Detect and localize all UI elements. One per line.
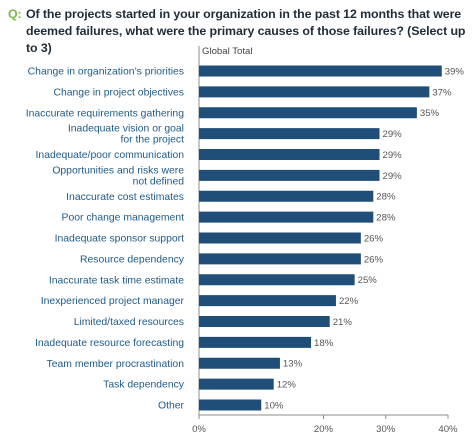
category-label: Inadequate/poor communication <box>36 150 185 161</box>
bar <box>199 169 380 181</box>
bar <box>199 295 336 307</box>
category-label: Task dependency <box>103 380 185 391</box>
bar <box>199 357 280 369</box>
value-label: 26% <box>364 233 384 244</box>
category-label: Inaccurate task time estimate <box>49 275 184 286</box>
x-tick-label: 0% <box>192 424 206 435</box>
bar <box>199 107 417 119</box>
category-label: Limited/taxed resources <box>74 317 184 328</box>
bar <box>199 316 330 327</box>
category-label: Inexperienced project manager <box>41 296 185 307</box>
category-label: Inadequate sponsor support <box>55 234 185 245</box>
category-label: Other <box>158 401 185 412</box>
bar <box>199 336 312 348</box>
value-label: 37% <box>432 87 452 98</box>
question-prefix: Q: <box>8 7 22 21</box>
bar <box>199 399 262 411</box>
category-label: Inaccurate cost estimates <box>66 192 184 203</box>
bar <box>199 190 374 202</box>
value-label: 28% <box>376 213 396 224</box>
value-label: 29% <box>383 171 403 182</box>
value-label: 35% <box>420 108 440 119</box>
bar <box>199 86 430 98</box>
series-label: Global Total <box>202 46 253 57</box>
x-tick-label: 30% <box>376 424 396 435</box>
question-block: Q: Of the projects started in your organ… <box>8 6 466 57</box>
value-label: 28% <box>376 192 396 203</box>
bar <box>199 149 380 160</box>
value-label: 26% <box>364 254 384 265</box>
category-label: Poor change management <box>62 213 185 224</box>
value-label: 10% <box>264 400 284 411</box>
value-label: 18% <box>314 338 334 349</box>
bar <box>199 253 361 265</box>
category-label: Inadequate resource forecasting <box>35 338 184 349</box>
category-label: Team member procrastination <box>47 359 185 370</box>
value-label: 22% <box>339 296 359 307</box>
bar <box>199 274 355 286</box>
value-label: 12% <box>277 380 297 391</box>
category-label: Change in organization’s priorities <box>28 67 184 78</box>
x-tick-label: 20% <box>314 424 334 435</box>
value-label: 13% <box>283 359 303 370</box>
category-label: Inaccurate requirements gathering <box>26 108 184 119</box>
bar <box>199 378 274 390</box>
category-label: Change in project objectives <box>53 87 184 98</box>
value-label: 29% <box>383 129 403 140</box>
category-label: for the project <box>120 135 184 146</box>
category-label: not defined <box>133 176 185 187</box>
x-tick-label: 40% <box>438 424 458 435</box>
category-label: Inadequate vision or goal <box>68 124 184 135</box>
bar <box>199 65 442 77</box>
bar <box>199 211 374 223</box>
question-text: Of the projects started in your organiza… <box>26 7 466 55</box>
value-label: 29% <box>383 150 403 161</box>
value-label: 21% <box>333 317 353 328</box>
category-label: Resource dependency <box>80 254 185 265</box>
value-label: 39% <box>445 66 465 77</box>
bar <box>199 232 361 244</box>
bar <box>199 128 380 140</box>
value-label: 25% <box>358 275 378 286</box>
category-label: Opportunities and risks were <box>52 165 184 176</box>
